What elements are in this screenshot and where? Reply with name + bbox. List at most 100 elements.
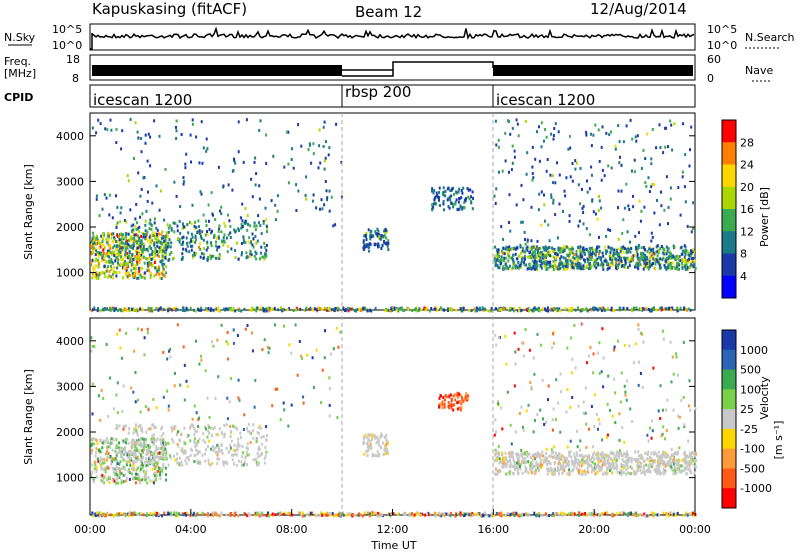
- echo-cell: [627, 471, 629, 475]
- echo-cell: [663, 307, 666, 311]
- echo-cell: [152, 513, 155, 517]
- echo-cell: [661, 251, 664, 255]
- echo-cell: [122, 384, 125, 388]
- echo-cell: [140, 455, 143, 459]
- echo-cell: [625, 182, 628, 186]
- echo-cell: [438, 405, 441, 409]
- echo-cell: [147, 427, 150, 431]
- echo-cell: [570, 511, 573, 515]
- echo-cell: [212, 449, 215, 453]
- echo-cell: [552, 137, 555, 141]
- echo-cell: [137, 327, 140, 331]
- y-tick-label: 1000: [56, 267, 84, 280]
- echo-cell: [95, 276, 98, 280]
- echo-cell: [606, 461, 609, 465]
- echo-cell: [183, 398, 186, 402]
- echo-cell: [134, 444, 137, 447]
- echo-cell: [366, 453, 369, 457]
- echo-cell: [581, 462, 584, 466]
- echo-cell: [147, 257, 150, 261]
- echo-cell: [652, 306, 655, 310]
- echo-cell: [173, 306, 176, 310]
- echo-cell: [654, 260, 657, 264]
- echo-cell: [483, 307, 486, 311]
- echo-cell: [116, 205, 119, 209]
- echo-cell: [495, 258, 498, 262]
- echo-cell: [657, 261, 660, 265]
- echo-cell: [153, 439, 155, 443]
- echo-cell: [125, 463, 128, 467]
- echo-cell: [577, 255, 580, 259]
- echo-cell: [470, 513, 472, 517]
- echo-cell: [176, 308, 179, 312]
- echo-cell: [106, 249, 109, 253]
- echo-cell: [571, 179, 574, 183]
- echo-cell: [297, 189, 300, 193]
- echo-cell: [598, 256, 601, 260]
- echo-cell: [95, 466, 98, 470]
- echo-cell: [133, 453, 136, 457]
- echo-cell: [128, 454, 131, 458]
- echo-cell: [633, 513, 636, 517]
- echo-cell: [513, 155, 516, 159]
- echo-cell: [167, 441, 170, 445]
- echo-cell: [324, 156, 327, 160]
- echo-cell: [623, 264, 626, 268]
- echo-cell: [474, 309, 477, 313]
- echo-cell: [442, 396, 445, 400]
- echo-cell: [244, 241, 247, 244]
- echo-cell: [92, 249, 95, 253]
- echo-cell: [573, 253, 576, 257]
- echo-cell: [145, 448, 148, 452]
- echo-cell: [245, 251, 248, 255]
- echo-cell: [115, 194, 117, 198]
- echo-cell: [583, 252, 586, 256]
- echo-cell: [592, 453, 594, 457]
- echo-cell: [181, 252, 184, 256]
- echo-cell: [107, 415, 110, 419]
- echo-cell: [259, 257, 261, 261]
- echo-cell: [402, 512, 405, 516]
- echo-cell: [149, 308, 152, 312]
- echo-cell: [155, 475, 158, 479]
- echo-cell: [128, 477, 131, 481]
- echo-cell: [542, 261, 545, 264]
- echo-cell: [147, 132, 150, 136]
- echo-cell: [538, 454, 541, 458]
- echo-cell: [458, 400, 461, 404]
- echo-cell: [195, 411, 198, 415]
- echo-cell: [146, 460, 148, 464]
- echo-cell: [159, 438, 162, 441]
- echo-cell: [121, 236, 124, 239]
- echo-cell: [222, 460, 224, 464]
- echo-cell: [231, 458, 234, 462]
- echo-cell: [147, 266, 150, 270]
- echo-cell: [160, 442, 162, 445]
- echo-cell: [181, 463, 184, 467]
- echo-cell: [328, 387, 331, 391]
- echo-cell: [522, 460, 525, 464]
- echo-cell: [564, 194, 567, 198]
- echo-cell: [136, 130, 139, 134]
- echo-cell: [128, 471, 131, 475]
- echo-cell: [615, 260, 618, 264]
- echo-cell: [339, 512, 342, 516]
- echo-cell: [559, 309, 562, 313]
- echo-cell: [105, 237, 108, 241]
- echo-cell: [616, 470, 619, 474]
- echo-cell: [376, 514, 379, 518]
- echo-cell: [167, 226, 170, 230]
- station-title: Kapuskasing (fitACF): [92, 0, 247, 18]
- echo-cell: [123, 468, 126, 471]
- echo-cell: [232, 453, 235, 457]
- echo-cell: [596, 470, 599, 474]
- echo-cell: [95, 271, 98, 275]
- echo-cell: [120, 237, 123, 241]
- echo-cell: [246, 463, 248, 467]
- echo-cell: [494, 307, 497, 311]
- echo-cell: [90, 448, 93, 452]
- echo-cell: [210, 191, 213, 195]
- echo-cell: [94, 238, 97, 242]
- echo-cell: [650, 185, 653, 189]
- echo-cell: [537, 254, 540, 258]
